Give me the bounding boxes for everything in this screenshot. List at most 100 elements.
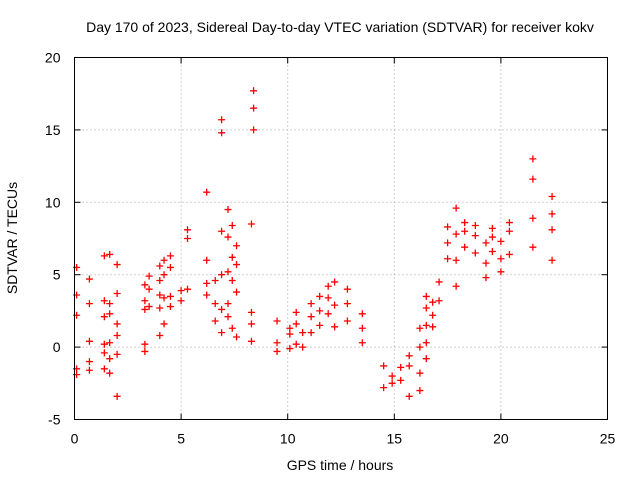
data-point [106,369,114,377]
data-point [203,291,211,299]
data-point [250,104,258,112]
data-point [85,300,93,308]
data-point [380,384,388,392]
data-point [548,193,556,201]
data-point [250,87,258,95]
data-point [273,317,281,325]
data-point [183,285,191,293]
data-point [218,116,226,124]
data-point [224,268,232,276]
data-point [100,297,108,305]
data-point [113,332,121,340]
data-point [166,303,174,311]
data-point [292,320,300,328]
data-point [331,301,339,309]
data-point [85,358,93,366]
data-point [166,263,174,271]
data-point [405,392,413,400]
data-point [156,262,164,270]
data-point [497,237,505,245]
data-point [228,221,236,229]
data-point [529,175,537,183]
data-point [416,369,424,377]
data-point [141,297,149,305]
data-point [416,324,424,332]
data-point [299,343,307,351]
data-point [529,155,537,163]
data-point [316,292,324,300]
data-point [145,285,153,293]
data-point [106,250,114,258]
data-point [324,294,332,302]
data-point [166,292,174,300]
data-point [529,214,537,222]
x-tick-label: 20 [493,431,509,447]
data-point [141,281,149,289]
data-point [100,365,108,373]
data-point [497,268,505,276]
data-point [203,279,211,287]
data-point [505,227,513,235]
data-point [388,379,396,387]
data-point [505,250,513,258]
x-tick-label: 25 [600,431,616,447]
data-point [292,308,300,316]
data-point [529,243,537,251]
data-point [358,324,366,332]
data-point [218,305,226,313]
y-tick-label: 10 [45,194,61,210]
data-point [141,347,149,355]
data-point [166,252,174,260]
data-point [548,210,556,218]
data-point [331,323,339,331]
data-point [113,290,121,298]
x-tick-label: 10 [280,431,296,447]
data-point [273,347,281,355]
data-point [247,320,255,328]
data-point [429,323,437,331]
data-point [106,300,114,308]
data-point [343,300,351,308]
data-point [247,337,255,345]
data-point [160,294,168,302]
data-point [324,282,332,290]
data-point [177,297,185,305]
data-point [160,320,168,328]
y-tick-label: 20 [45,50,61,66]
data-point [100,340,108,348]
data-point [203,188,211,196]
x-tick-label: 15 [387,431,403,447]
data-point [203,256,211,264]
data-point [482,274,490,282]
data-point [429,311,437,319]
data-point [250,126,258,134]
data-point [211,276,219,284]
data-point [218,227,226,235]
data-point [471,232,479,240]
data-point [307,313,315,321]
data-point [233,242,241,250]
data-point [106,310,114,318]
data-point [286,345,294,353]
y-tick-label: 15 [45,122,61,138]
data-point [247,308,255,316]
data-point [343,317,351,325]
data-point [416,343,424,351]
data-point [224,206,232,214]
data-point [482,239,490,247]
data-point [452,230,460,238]
data-point [505,219,513,227]
data-point [422,321,430,329]
y-tick-label: -5 [48,412,61,428]
data-point [388,372,396,380]
data-point [358,339,366,347]
data-point [422,339,430,347]
data-point [211,317,219,325]
data-point [141,340,149,348]
data-point [113,261,121,269]
data-point [85,337,93,345]
data-point [299,329,307,337]
data-point [218,329,226,337]
data-point [316,321,324,329]
